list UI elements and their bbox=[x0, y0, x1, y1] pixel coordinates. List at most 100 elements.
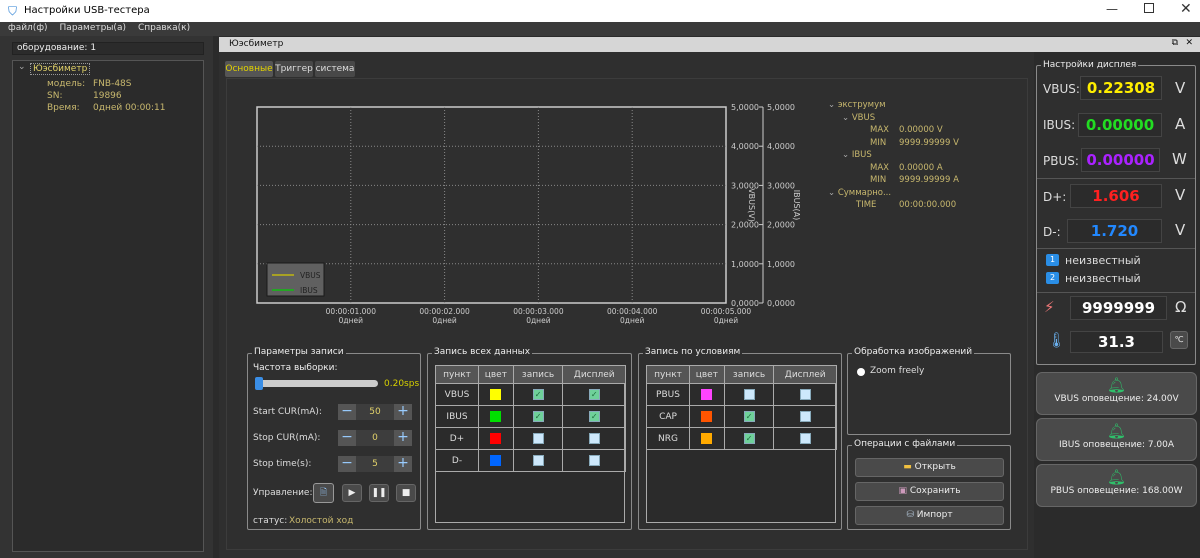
display-checkbox[interactable] bbox=[799, 411, 811, 422]
stepper-value[interactable]: 0 bbox=[372, 433, 378, 443]
slider-handle[interactable] bbox=[255, 377, 263, 390]
color-swatch[interactable] bbox=[490, 389, 502, 400]
color-swatch[interactable] bbox=[490, 455, 502, 466]
panel-close-icon[interactable]: ✕ bbox=[1185, 38, 1193, 48]
group-title: Запись по условиям bbox=[643, 347, 743, 357]
rate-slider[interactable] bbox=[255, 377, 378, 390]
color-swatch[interactable] bbox=[490, 411, 502, 422]
color-swatch[interactable] bbox=[701, 411, 713, 422]
color-swatch[interactable] bbox=[701, 433, 713, 444]
stepper-value[interactable]: 5 bbox=[372, 459, 378, 469]
maximize-button[interactable] bbox=[1144, 3, 1154, 13]
record-checkbox[interactable]: ✓ bbox=[743, 411, 755, 422]
device-tree: ⌄ Юэсбиметр модель: FNB-48S SN: 19896 Время:… bbox=[12, 60, 204, 552]
record-checkbox[interactable] bbox=[532, 455, 544, 466]
display-checkbox[interactable] bbox=[799, 433, 811, 444]
column-header: пункт bbox=[646, 365, 690, 384]
field-value: 0дней 00:00:11 bbox=[93, 103, 166, 113]
ibus-unit: A bbox=[1175, 115, 1186, 133]
stats-label: MIN bbox=[870, 175, 887, 185]
x-tick-label: 00:00:02.000 bbox=[419, 307, 470, 316]
chevron-down-icon[interactable]: ⌄ bbox=[18, 62, 26, 72]
item-name: D+ bbox=[435, 427, 479, 450]
dplus-unit: V bbox=[1175, 186, 1186, 204]
pause-button[interactable]: ❚❚ bbox=[369, 484, 389, 502]
start-cur-label: Start CUR(mA): bbox=[253, 407, 322, 417]
database-icon: ⛁ bbox=[906, 510, 914, 520]
record-checkbox[interactable] bbox=[532, 433, 544, 444]
save-button[interactable]: ▣ Сохранить bbox=[855, 482, 1004, 501]
open-button[interactable]: ▬ Открыть bbox=[855, 458, 1004, 477]
color-swatch[interactable] bbox=[701, 389, 713, 400]
zoom-freely-label[interactable]: Zoom freely bbox=[870, 366, 925, 376]
undock-icon[interactable]: ⧉ bbox=[1171, 38, 1178, 48]
import-button[interactable]: ⛁ Импорт bbox=[855, 506, 1004, 525]
display-checkbox[interactable]: ✓ bbox=[588, 389, 600, 400]
stats-vbus-max: 0.00000 V bbox=[899, 125, 943, 135]
y-tick-label: 4,0000 bbox=[731, 142, 759, 151]
record-checkbox[interactable]: ✓ bbox=[743, 433, 755, 444]
stop-button[interactable]: ■ bbox=[396, 484, 416, 502]
group-title: Настройки дисплея bbox=[1041, 60, 1139, 70]
x-tick-label: 00:00:04.000 bbox=[607, 307, 658, 316]
group-title: Операции с файлами bbox=[852, 439, 958, 449]
menu-params[interactable]: Параметры(а) bbox=[59, 23, 126, 33]
bell-icon: 🔔︎ bbox=[1106, 422, 1127, 440]
display-checkbox[interactable] bbox=[588, 455, 600, 466]
x-tick-day: 0дней bbox=[432, 316, 456, 325]
thermometer-icon: 🌡 bbox=[1047, 331, 1067, 349]
minus-icon[interactable]: − bbox=[338, 456, 356, 472]
play-button[interactable]: ▶ bbox=[342, 484, 362, 502]
temperature-unit-button[interactable]: ℃ bbox=[1170, 331, 1188, 349]
group-title: Запись всех данных bbox=[432, 347, 533, 357]
tab-system[interactable]: система bbox=[315, 61, 355, 77]
pbus-alarm-button[interactable]: 🔔︎ PBUS оповещение: 168.00W bbox=[1036, 464, 1197, 507]
zoom-freely-radio[interactable] bbox=[857, 368, 865, 376]
ibus-alarm-button[interactable]: 🔔︎ IBUS оповещение: 7.00A bbox=[1036, 418, 1197, 461]
color-cell bbox=[478, 405, 514, 428]
color-swatch[interactable] bbox=[490, 433, 502, 444]
new-record-button[interactable]: 🗎 bbox=[313, 483, 334, 503]
plus-icon[interactable]: + bbox=[394, 430, 412, 446]
record-checkbox[interactable]: ✓ bbox=[532, 411, 544, 422]
resistance-unit: Ω bbox=[1175, 298, 1187, 316]
item-name: CAP bbox=[646, 405, 690, 428]
display-checkbox[interactable]: ✓ bbox=[588, 411, 600, 422]
alarm-label: VBUS оповещение: 24.00V bbox=[1054, 394, 1179, 404]
tree-device[interactable]: Юэсбиметр bbox=[30, 63, 91, 75]
table-row: PBUS bbox=[646, 383, 837, 406]
stats-tree: ⌄ экструмум ⌄ VBUS MAX 0.00000 V MIN 9999.… bbox=[828, 100, 959, 210]
stepper-value[interactable]: 50 bbox=[369, 407, 381, 417]
stop-cur-stepper[interactable]: − 0 + bbox=[338, 430, 412, 446]
control-label: Управление: bbox=[253, 488, 313, 498]
menu-file[interactable]: файл(ф) bbox=[8, 23, 48, 33]
record-checkbox[interactable] bbox=[743, 389, 755, 400]
plus-icon[interactable]: + bbox=[394, 456, 412, 472]
cond-data-group: Запись по условиям пункт цвет запись Диспле… bbox=[638, 347, 842, 530]
display-checkbox[interactable] bbox=[799, 389, 811, 400]
stop-time-stepper[interactable]: − 5 + bbox=[338, 456, 412, 472]
y-tick-label: 1,0000 bbox=[731, 260, 759, 269]
display-checkbox[interactable] bbox=[588, 433, 600, 444]
alarm-label: IBUS оповещение: 7.00A bbox=[1058, 440, 1175, 450]
minus-icon[interactable]: − bbox=[338, 404, 356, 420]
tab-trigger[interactable]: Триггер bbox=[275, 61, 313, 77]
menu-bar: файл(ф) Параметры(а) Справка(к) bbox=[0, 22, 1200, 36]
app-shield-icon: ⛉ bbox=[8, 4, 18, 18]
menu-help[interactable]: Справка(к) bbox=[137, 23, 191, 33]
stats-label: MAX bbox=[870, 125, 889, 135]
vbus-alarm-button[interactable]: 🔔︎ VBUS оповещение: 24.00V bbox=[1036, 372, 1197, 415]
plus-icon[interactable]: + bbox=[394, 404, 412, 420]
dplus-label: D+: bbox=[1043, 190, 1067, 204]
table-row: IBUS ✓ ✓ bbox=[435, 405, 626, 428]
table-row: VBUS ✓ ✓ bbox=[435, 383, 626, 406]
close-button[interactable]: ✕ bbox=[1180, 1, 1192, 17]
minimize-button[interactable]: — bbox=[1106, 2, 1118, 16]
record-checkbox[interactable]: ✓ bbox=[532, 389, 544, 400]
color-cell bbox=[478, 383, 514, 406]
all-data-table: пункт цвет запись Дисплей VBUS ✓ ✓ IBUS ✓ ✓ D+ D- bbox=[435, 365, 626, 472]
display-cell bbox=[773, 427, 837, 450]
tab-main[interactable]: Основные bbox=[225, 61, 273, 77]
start-cur-stepper[interactable]: − 50 + bbox=[338, 404, 412, 420]
minus-icon[interactable]: − bbox=[338, 430, 356, 446]
